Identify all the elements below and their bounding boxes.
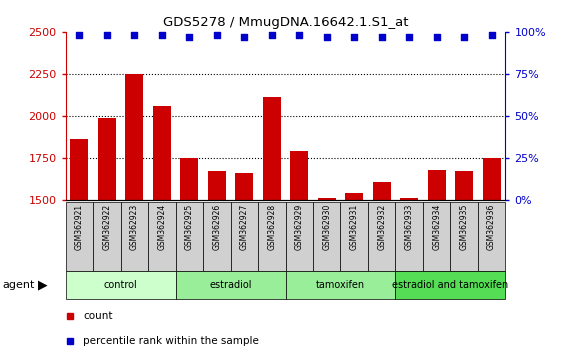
Text: control: control <box>104 280 138 290</box>
Bar <box>400 198 418 354</box>
Bar <box>235 173 253 354</box>
Point <box>130 33 139 38</box>
Bar <box>258 202 286 271</box>
Bar <box>203 202 231 271</box>
Bar <box>340 202 368 271</box>
Text: GSM362935: GSM362935 <box>460 204 469 250</box>
Bar <box>93 202 120 271</box>
Bar <box>286 271 395 299</box>
Text: GSM362936: GSM362936 <box>487 204 496 250</box>
Text: percentile rank within the sample: percentile rank within the sample <box>83 336 259 346</box>
Text: GSM362923: GSM362923 <box>130 204 139 250</box>
Bar <box>345 193 363 354</box>
Text: GSM362921: GSM362921 <box>75 204 84 250</box>
Point <box>487 33 496 38</box>
Point <box>212 33 222 38</box>
Point <box>185 34 194 40</box>
Text: count: count <box>83 311 112 321</box>
Text: GSM362929: GSM362929 <box>295 204 304 250</box>
Text: GSM362922: GSM362922 <box>102 204 111 250</box>
Bar <box>120 202 148 271</box>
Bar <box>176 271 286 299</box>
Point <box>75 33 84 38</box>
Point <box>322 34 331 40</box>
Bar <box>428 170 445 354</box>
Bar <box>313 202 340 271</box>
Text: GSM362924: GSM362924 <box>158 204 166 250</box>
Text: GSM362926: GSM362926 <box>212 204 222 250</box>
Point <box>349 34 359 40</box>
Text: GSM362930: GSM362930 <box>322 204 331 250</box>
Bar <box>231 202 258 271</box>
Point <box>157 33 166 38</box>
Text: GSM362933: GSM362933 <box>405 204 413 250</box>
Text: GSM362934: GSM362934 <box>432 204 441 250</box>
Bar <box>208 171 226 354</box>
Bar <box>478 202 505 271</box>
Text: estradiol: estradiol <box>210 280 252 290</box>
Bar <box>148 202 176 271</box>
Text: GSM362925: GSM362925 <box>185 204 194 250</box>
Point <box>240 34 249 40</box>
Bar <box>290 151 308 354</box>
Bar <box>70 139 89 354</box>
Bar <box>368 202 395 271</box>
Bar <box>373 182 391 354</box>
Bar <box>395 202 423 271</box>
Point <box>377 34 386 40</box>
Text: GSM362928: GSM362928 <box>267 204 276 250</box>
Bar <box>423 202 451 271</box>
Text: GSM362927: GSM362927 <box>240 204 249 250</box>
Bar <box>153 106 171 354</box>
Bar <box>98 118 116 354</box>
Title: GDS5278 / MmugDNA.16642.1.S1_at: GDS5278 / MmugDNA.16642.1.S1_at <box>163 16 408 29</box>
Bar <box>482 158 501 354</box>
Text: GSM362931: GSM362931 <box>349 204 359 250</box>
Bar <box>455 171 473 354</box>
Point <box>267 33 276 38</box>
Bar <box>286 202 313 271</box>
Bar <box>66 202 93 271</box>
Text: tamoxifen: tamoxifen <box>316 280 365 290</box>
Point <box>102 33 111 38</box>
Point <box>460 34 469 40</box>
Bar <box>318 198 336 354</box>
Bar <box>66 271 176 299</box>
Text: ▶: ▶ <box>38 279 47 291</box>
Text: agent: agent <box>3 280 35 290</box>
Bar <box>451 202 478 271</box>
Bar <box>180 158 198 354</box>
Bar <box>176 202 203 271</box>
Bar <box>263 97 281 354</box>
Point <box>432 34 441 40</box>
Point <box>405 34 414 40</box>
Bar <box>126 74 143 354</box>
Text: GSM362932: GSM362932 <box>377 204 386 250</box>
Point <box>295 33 304 38</box>
Text: estradiol and tamoxifen: estradiol and tamoxifen <box>392 280 509 290</box>
Bar <box>395 271 505 299</box>
